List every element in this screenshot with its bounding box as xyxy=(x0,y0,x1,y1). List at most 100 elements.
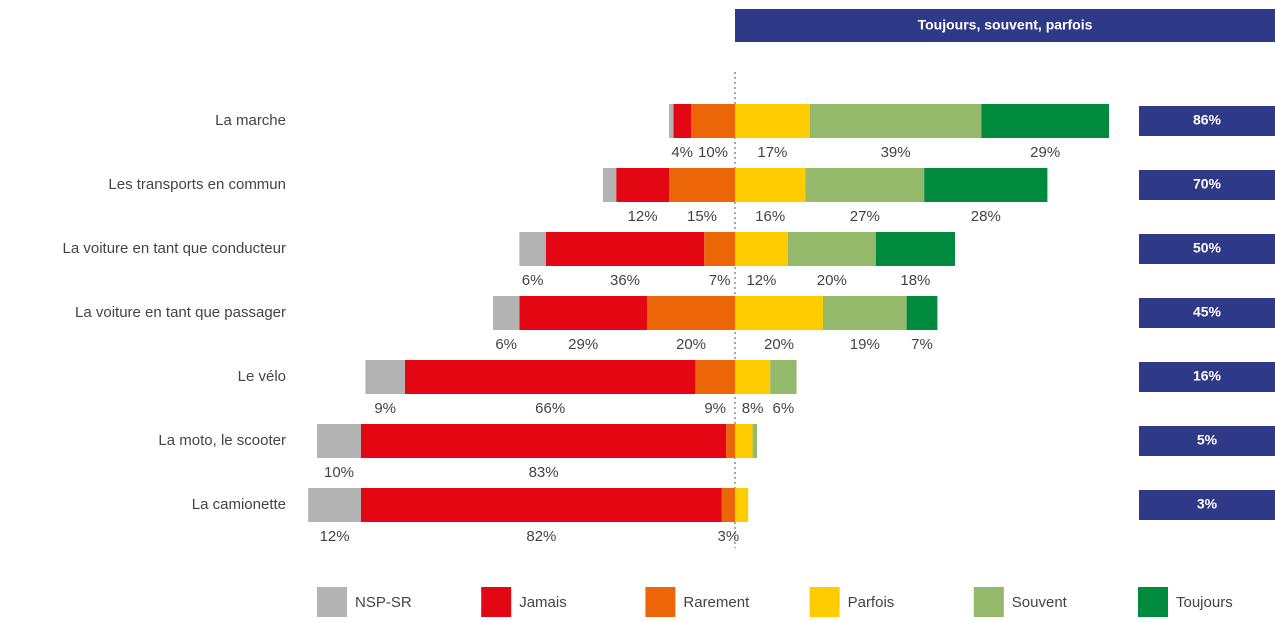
value-label: 20% xyxy=(676,336,706,353)
value-label: 6% xyxy=(773,400,795,417)
value-label: 12% xyxy=(628,208,658,225)
value-label: 8% xyxy=(742,400,764,417)
value-label: 29% xyxy=(1030,144,1060,161)
legend-label: Toujours xyxy=(1176,594,1233,611)
bar-segment xyxy=(695,360,735,394)
bar-segment xyxy=(673,104,691,138)
total-box xyxy=(1139,426,1275,456)
total-label: 5% xyxy=(1197,432,1218,448)
total-label: 45% xyxy=(1193,304,1222,320)
legend-label: Souvent xyxy=(1012,594,1068,611)
category-label: Le vélo xyxy=(238,368,286,385)
bar-segment xyxy=(981,104,1109,138)
bar-segment xyxy=(787,232,876,266)
value-label: 12% xyxy=(320,528,350,545)
value-label: 7% xyxy=(911,336,933,353)
legend-swatch xyxy=(809,587,840,617)
total-label: 70% xyxy=(1193,176,1222,192)
value-label: 12% xyxy=(746,272,776,289)
bar-segment xyxy=(735,296,823,330)
bar-segment xyxy=(365,360,405,394)
bar-segment xyxy=(361,488,722,522)
value-label: 20% xyxy=(817,272,847,289)
value-label: 6% xyxy=(495,336,517,353)
legend-label: Rarement xyxy=(683,594,750,611)
value-label: 15% xyxy=(687,208,717,225)
bar-segment xyxy=(519,232,546,266)
value-label: 39% xyxy=(881,144,911,161)
bar-segment xyxy=(823,296,907,330)
value-label: 16% xyxy=(755,208,785,225)
total-label: 16% xyxy=(1193,368,1222,384)
value-label: 17% xyxy=(757,144,787,161)
bar-segment xyxy=(735,488,749,522)
category-label: La marche xyxy=(215,112,286,129)
bar-segment xyxy=(924,168,1048,202)
value-label: 9% xyxy=(374,400,396,417)
total-box xyxy=(1139,298,1275,328)
legend-swatch xyxy=(481,587,512,617)
value-label: 6% xyxy=(522,272,544,289)
legend-swatch xyxy=(317,587,347,617)
total-label: 86% xyxy=(1193,112,1222,128)
bar-segment xyxy=(308,488,361,522)
category-label: La moto, le scooter xyxy=(158,432,286,449)
category-label: La camionette xyxy=(192,496,286,513)
value-label: 18% xyxy=(900,272,930,289)
legend-label: NSP-SR xyxy=(355,594,412,611)
legend-label: Jamais xyxy=(519,594,567,611)
value-label: 3% xyxy=(718,528,740,545)
total-box xyxy=(1139,490,1275,520)
bar-segment xyxy=(770,360,797,394)
bar-segment xyxy=(735,360,771,394)
legend-swatch xyxy=(1138,587,1168,617)
total-label: 3% xyxy=(1197,496,1218,512)
bar-segment xyxy=(809,104,982,138)
bar-segment xyxy=(704,232,735,266)
legend-label: Parfois xyxy=(848,594,895,611)
total-box xyxy=(1139,106,1275,136)
bar-segment xyxy=(603,168,617,202)
bar-segment xyxy=(616,168,669,202)
bar-segment xyxy=(735,104,810,138)
header: Toujours, souvent, parfois xyxy=(918,17,1093,33)
bar-segment xyxy=(669,104,674,138)
value-label: 20% xyxy=(764,336,794,353)
value-label: 27% xyxy=(850,208,880,225)
value-label: 9% xyxy=(704,400,726,417)
total-box xyxy=(1139,234,1275,264)
value-label: 10% xyxy=(698,144,728,161)
bar-segment xyxy=(405,360,696,394)
bar-segment xyxy=(493,296,520,330)
value-label: 10% xyxy=(324,464,354,481)
category-label: Les transports en commun xyxy=(108,176,286,193)
bar-segment xyxy=(519,296,647,330)
header-box xyxy=(735,9,1275,42)
total-box xyxy=(1139,362,1275,392)
category-label: La voiture en tant que passager xyxy=(75,304,286,321)
value-label: 7% xyxy=(709,272,731,289)
bar-segment xyxy=(805,168,925,202)
value-label: 36% xyxy=(610,272,640,289)
bar-segment xyxy=(906,296,938,330)
legend-swatch xyxy=(973,587,1004,617)
bar-segment xyxy=(875,232,955,266)
bar-segment xyxy=(752,424,757,458)
legend-swatch xyxy=(645,587,676,617)
bar-segment xyxy=(735,424,753,458)
bar-segment xyxy=(735,232,788,266)
value-label: 29% xyxy=(568,336,598,353)
bar-segment xyxy=(317,424,361,458)
bar-segment xyxy=(726,424,735,458)
bar-segment xyxy=(669,168,735,202)
bar-segment xyxy=(691,104,735,138)
value-label: 83% xyxy=(529,464,559,481)
value-label: 82% xyxy=(526,528,556,545)
value-label: 66% xyxy=(535,400,565,417)
value-label: 28% xyxy=(971,208,1001,225)
total-box xyxy=(1139,170,1275,200)
bar-segment xyxy=(647,296,735,330)
bar-segment xyxy=(721,488,735,522)
bar-segment xyxy=(735,168,806,202)
